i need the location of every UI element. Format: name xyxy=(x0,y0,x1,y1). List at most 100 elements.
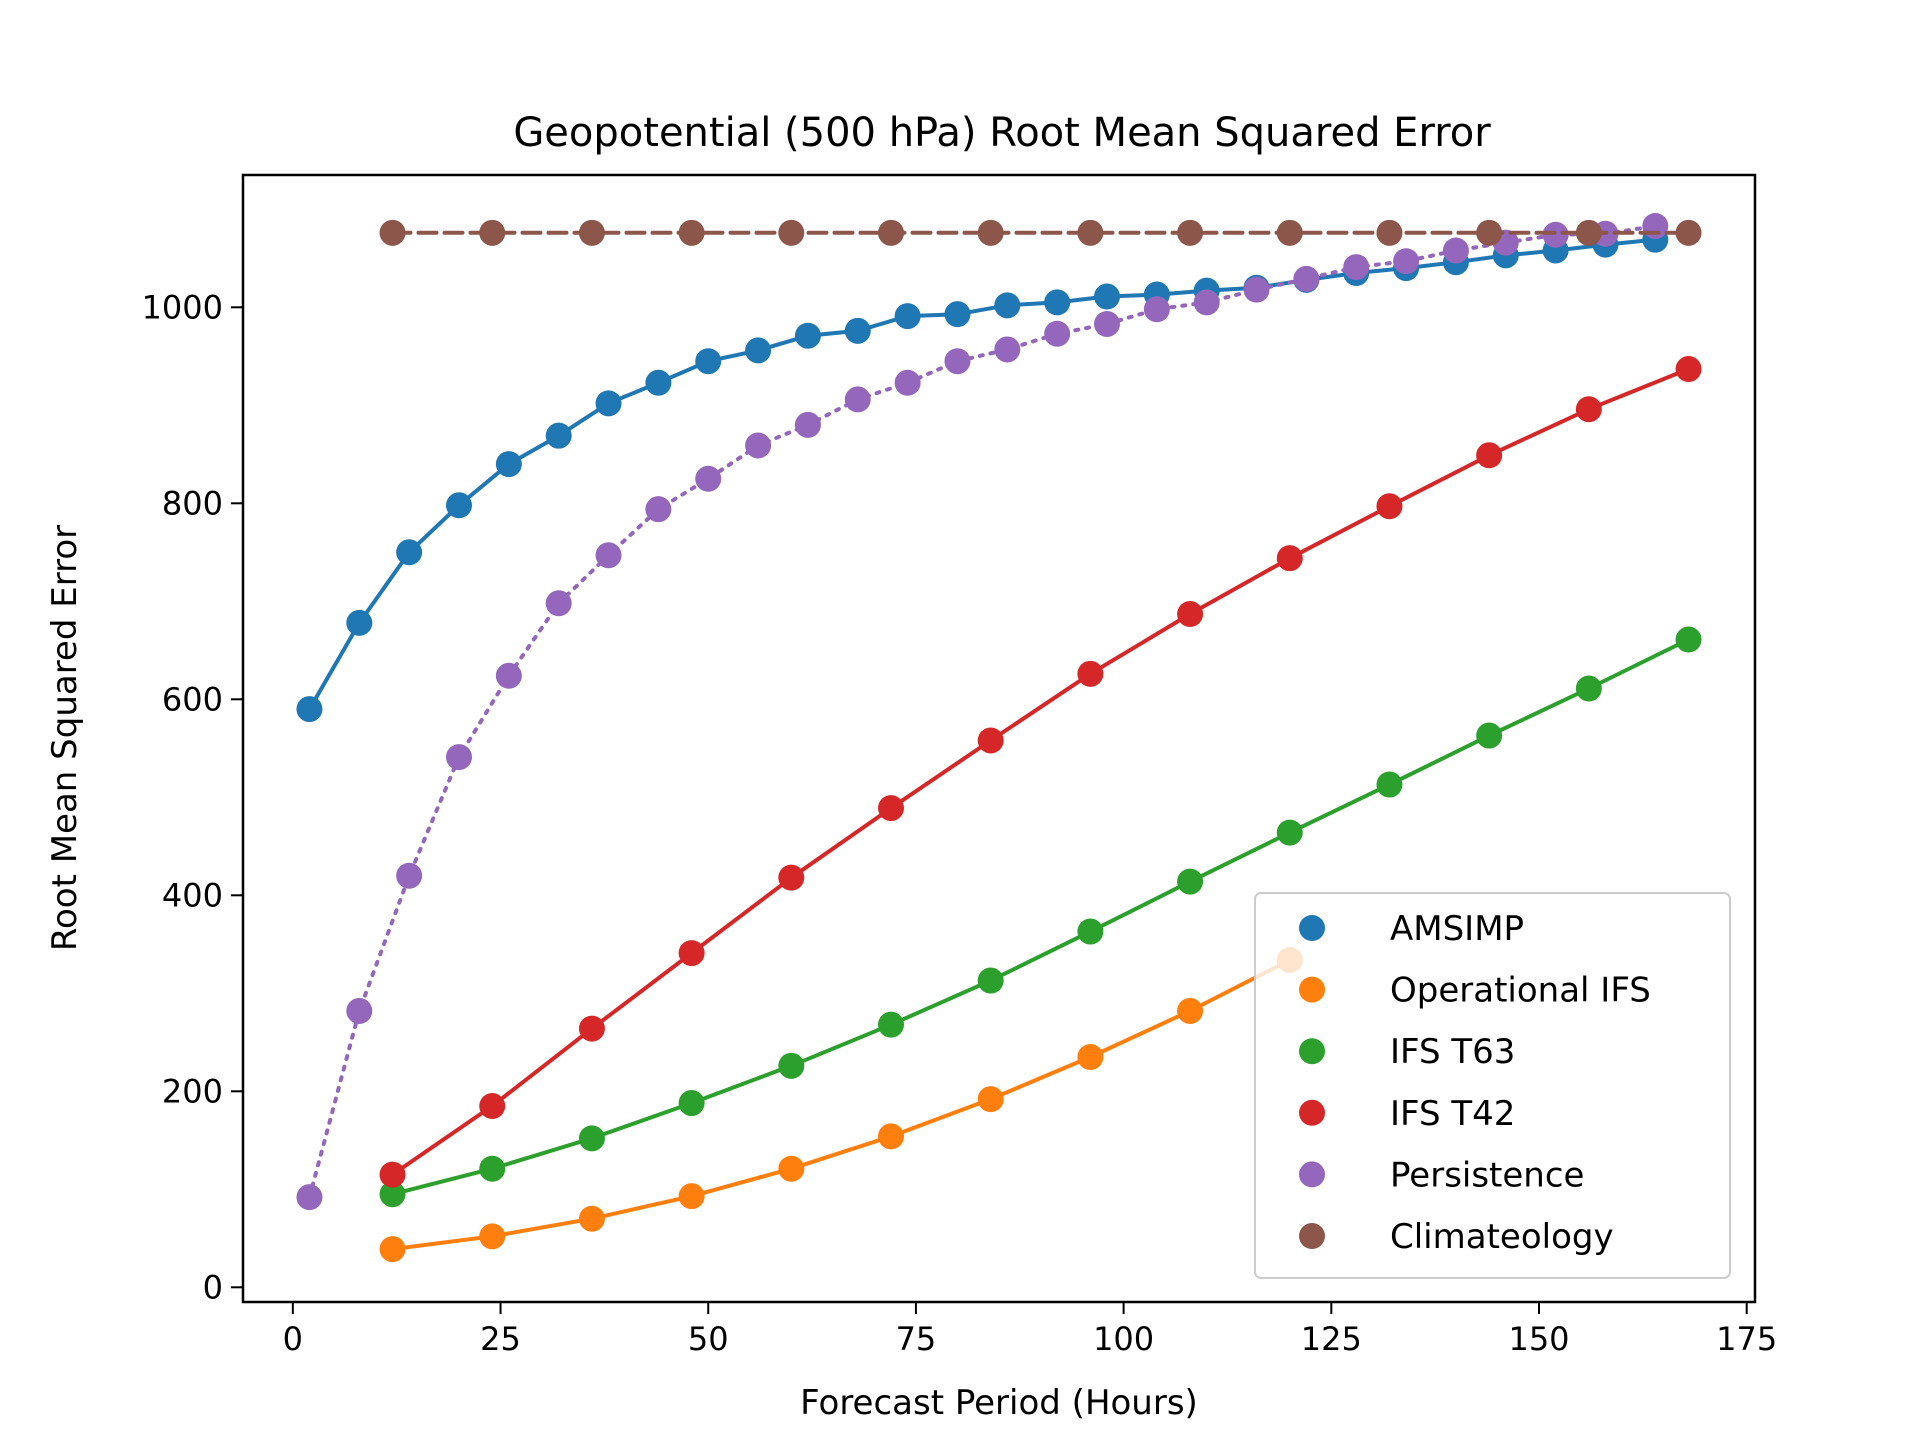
y-tick-label: 0 xyxy=(203,1268,223,1306)
x-tick-label: 75 xyxy=(896,1320,937,1358)
data-point xyxy=(1376,219,1403,246)
data-point xyxy=(446,492,472,519)
data-point xyxy=(396,539,423,566)
data-point xyxy=(1193,289,1220,316)
y-tick-label: 600 xyxy=(162,680,223,718)
data-point xyxy=(794,322,821,349)
data-point xyxy=(479,1223,506,1250)
data-point xyxy=(595,542,622,569)
data-point xyxy=(296,1184,323,1211)
data-point xyxy=(977,1086,1004,1113)
data-point xyxy=(1393,248,1420,275)
data-point xyxy=(778,219,805,246)
data-point xyxy=(1642,212,1669,239)
data-point xyxy=(1177,601,1204,628)
x-tick-label: 150 xyxy=(1508,1320,1569,1358)
data-point xyxy=(346,997,373,1024)
data-point xyxy=(1077,1044,1104,1070)
series-layer xyxy=(296,212,1702,1263)
data-point xyxy=(878,1011,904,1038)
data-point xyxy=(1376,493,1403,520)
data-point xyxy=(878,795,904,822)
data-point xyxy=(944,348,971,375)
x-tick-label: 125 xyxy=(1301,1320,1362,1358)
chart-title: Geopotential (500 hPa) Root Mean Squared… xyxy=(513,110,1491,156)
data-point xyxy=(396,862,423,889)
data-point xyxy=(645,369,672,396)
data-point xyxy=(1476,442,1503,469)
data-point xyxy=(1077,219,1104,246)
data-point xyxy=(1177,219,1204,246)
series-line-ifs-t63 xyxy=(390,637,1691,1197)
data-point xyxy=(1094,283,1120,310)
data-point xyxy=(578,219,605,246)
data-point xyxy=(578,1015,605,1042)
y-axis: 0 200 400 600 800 1000 xyxy=(142,288,243,1306)
data-point xyxy=(678,940,705,967)
legend-marker-amsimp xyxy=(1299,915,1325,941)
data-point xyxy=(1143,296,1170,323)
y-tick-label: 800 xyxy=(162,484,223,522)
data-point xyxy=(678,1183,705,1210)
data-point xyxy=(678,1090,705,1117)
x-tick-label: 25 xyxy=(480,1320,521,1358)
data-point xyxy=(994,292,1021,319)
data-point xyxy=(1044,289,1071,316)
data-point xyxy=(1243,276,1270,303)
data-point xyxy=(545,590,572,617)
x-axis: 0 25 50 75 100 125 150 175 xyxy=(283,1302,1777,1358)
data-point xyxy=(1675,356,1702,383)
data-point xyxy=(495,451,522,478)
data-point xyxy=(1675,219,1702,246)
data-point xyxy=(695,465,722,492)
y-tick-label: 1000 xyxy=(142,288,223,326)
x-tick-label: 50 xyxy=(688,1320,729,1358)
legend-box xyxy=(1254,892,1731,1279)
data-point xyxy=(379,1236,406,1263)
data-point xyxy=(1476,219,1503,246)
legend-label-ifs-t42: IFS T42 xyxy=(1390,1094,1515,1134)
data-point xyxy=(595,390,622,417)
data-point xyxy=(296,696,323,723)
data-point xyxy=(645,496,672,523)
y-axis-label: Root Mean Squared Error xyxy=(45,525,85,951)
data-point xyxy=(1575,675,1602,702)
data-point xyxy=(878,219,904,246)
data-point xyxy=(578,1205,605,1232)
x-tick-label: 100 xyxy=(1093,1320,1154,1358)
data-point xyxy=(745,432,772,459)
data-point xyxy=(578,1125,605,1152)
legend-label-amsimp: AMSIMP xyxy=(1390,909,1524,949)
legend-label-persistence: Persistence xyxy=(1390,1155,1584,1195)
data-point xyxy=(1442,237,1469,264)
data-point xyxy=(479,1155,506,1182)
data-point xyxy=(379,219,406,246)
series-ifs-t42 xyxy=(379,356,1702,1188)
data-point xyxy=(1276,819,1303,846)
series-line-operational-ifs xyxy=(390,958,1292,1252)
data-point xyxy=(379,1181,406,1208)
data-point xyxy=(1077,660,1104,687)
legend: AMSIMP Operational IFS IFS T63 IFS T42 Persi… xyxy=(1254,892,1731,1279)
data-point xyxy=(545,422,572,449)
series-line-persistence xyxy=(307,224,1658,1200)
y-tick-label: 400 xyxy=(162,876,223,914)
legend-marker-climateology xyxy=(1299,1223,1325,1249)
data-point xyxy=(1675,626,1702,653)
data-point xyxy=(778,1052,805,1079)
data-point xyxy=(379,1161,406,1188)
data-point xyxy=(944,301,971,328)
x-axis-label: Forecast Period (Hours) xyxy=(800,1383,1198,1423)
data-point xyxy=(695,348,722,375)
data-point xyxy=(1343,254,1370,281)
data-point xyxy=(1094,310,1120,337)
data-point xyxy=(1177,997,1204,1024)
data-point xyxy=(479,219,506,246)
data-point xyxy=(778,1155,805,1182)
legend-marker-ifs-t42 xyxy=(1299,1099,1325,1126)
data-point xyxy=(1077,918,1104,945)
data-point xyxy=(994,336,1021,363)
data-point xyxy=(1293,265,1320,292)
data-point xyxy=(745,337,772,364)
